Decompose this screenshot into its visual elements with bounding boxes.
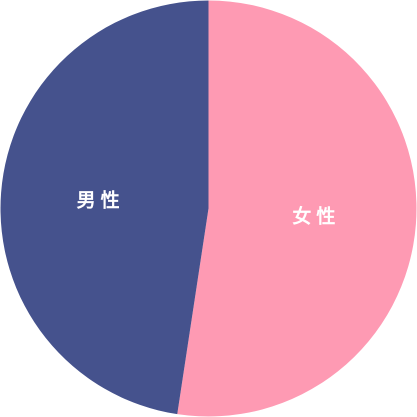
label-female: 女性	[292, 205, 340, 228]
slice-female	[177, 0, 417, 417]
label-male: 男性	[77, 188, 125, 211]
pie-labels: 女性 男性	[77, 188, 340, 228]
slice-male	[0, 0, 209, 415]
